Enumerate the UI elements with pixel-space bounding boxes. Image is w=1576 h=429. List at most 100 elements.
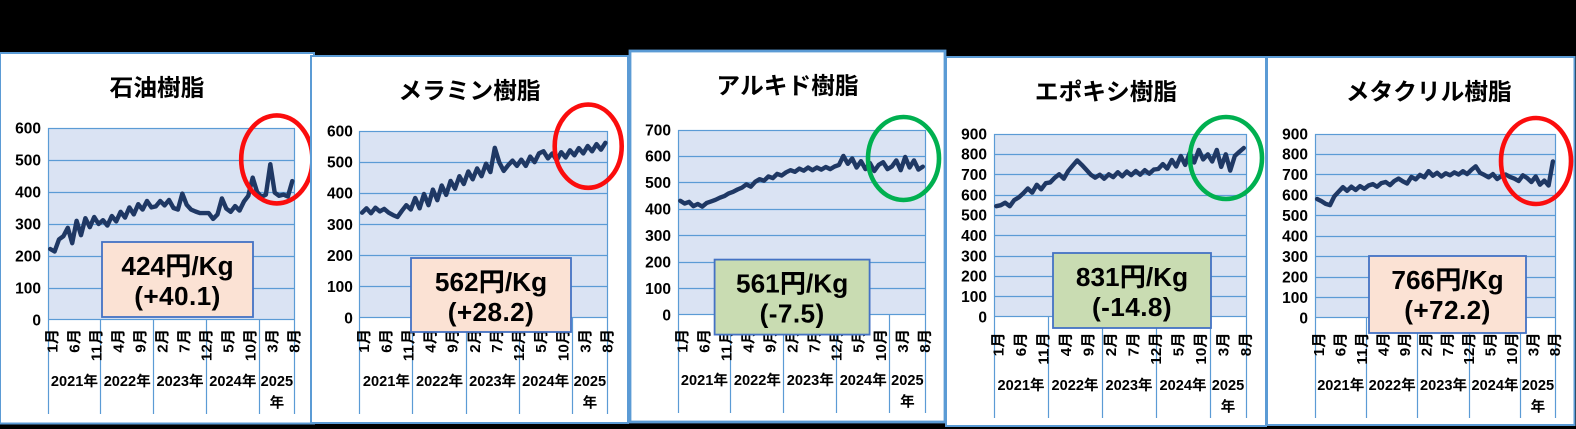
svg-text:2023: 2023 bbox=[469, 374, 501, 390]
svg-text:500: 500 bbox=[1282, 208, 1308, 225]
svg-text:2022: 2022 bbox=[1369, 378, 1401, 394]
svg-text:100: 100 bbox=[645, 281, 671, 298]
svg-text:600: 600 bbox=[327, 123, 353, 140]
svg-text:11: 11 bbox=[1035, 348, 1052, 365]
svg-text:12: 12 bbox=[1148, 348, 1165, 365]
svg-text:2024: 2024 bbox=[1160, 378, 1193, 394]
svg-text:200: 200 bbox=[961, 269, 987, 286]
svg-text:9: 9 bbox=[763, 344, 780, 352]
svg-text:9: 9 bbox=[1397, 348, 1414, 356]
svg-text:100: 100 bbox=[15, 280, 41, 297]
svg-text:5: 5 bbox=[851, 344, 868, 353]
svg-text:2025: 2025 bbox=[574, 374, 606, 390]
svg-text:(-14.8): (-14.8) bbox=[1092, 292, 1172, 322]
svg-text:2: 2 bbox=[154, 344, 171, 352]
svg-text:424: 424 bbox=[121, 251, 165, 281]
svg-text:11: 11 bbox=[1354, 348, 1371, 365]
svg-text:800: 800 bbox=[961, 147, 987, 164]
svg-text:0: 0 bbox=[32, 312, 41, 329]
svg-text:4: 4 bbox=[1376, 347, 1393, 356]
svg-text:9: 9 bbox=[1080, 348, 1097, 356]
svg-text:2022: 2022 bbox=[734, 373, 766, 389]
svg-text:2021: 2021 bbox=[998, 378, 1030, 394]
svg-text:2023: 2023 bbox=[1420, 378, 1452, 394]
svg-text:8: 8 bbox=[1238, 348, 1255, 356]
svg-text:400: 400 bbox=[961, 228, 987, 245]
svg-text:100: 100 bbox=[327, 279, 353, 296]
svg-text:2025: 2025 bbox=[261, 374, 293, 390]
svg-text:900: 900 bbox=[1282, 126, 1308, 143]
svg-text:0: 0 bbox=[978, 309, 987, 326]
svg-text:10: 10 bbox=[555, 344, 572, 361]
svg-text:200: 200 bbox=[327, 248, 353, 265]
svg-text:6: 6 bbox=[696, 344, 713, 352]
svg-text:4: 4 bbox=[110, 344, 127, 353]
svg-text:100: 100 bbox=[961, 289, 987, 306]
svg-text:12: 12 bbox=[1461, 348, 1478, 365]
svg-text:8: 8 bbox=[917, 344, 934, 352]
svg-text:0: 0 bbox=[1299, 310, 1308, 327]
svg-text:9: 9 bbox=[445, 344, 462, 352]
svg-text:400: 400 bbox=[645, 202, 671, 219]
svg-text:7: 7 bbox=[807, 344, 824, 352]
svg-text:200: 200 bbox=[15, 248, 41, 265]
svg-text:5: 5 bbox=[1170, 347, 1187, 356]
svg-text:7: 7 bbox=[489, 344, 506, 352]
svg-text:500: 500 bbox=[645, 175, 671, 192]
svg-text:2: 2 bbox=[1418, 348, 1435, 356]
svg-text:700: 700 bbox=[1282, 167, 1308, 184]
svg-text:/Kg: /Kg bbox=[1146, 262, 1188, 292]
svg-text:12: 12 bbox=[829, 344, 846, 361]
svg-text:9: 9 bbox=[132, 344, 149, 352]
svg-text:12: 12 bbox=[511, 344, 528, 361]
svg-text:8: 8 bbox=[1547, 348, 1564, 356]
svg-text:3: 3 bbox=[577, 344, 594, 352]
svg-text:5: 5 bbox=[1483, 347, 1500, 356]
svg-text:2: 2 bbox=[467, 344, 484, 352]
svg-text:2023: 2023 bbox=[787, 373, 819, 389]
svg-text:1: 1 bbox=[356, 344, 373, 353]
svg-text:800: 800 bbox=[1282, 147, 1308, 164]
svg-text:/Kg: /Kg bbox=[505, 267, 547, 297]
svg-text:4: 4 bbox=[740, 344, 757, 353]
svg-text:1: 1 bbox=[990, 347, 1007, 356]
svg-text:11: 11 bbox=[718, 344, 735, 361]
svg-text:400: 400 bbox=[15, 184, 41, 201]
svg-text:6: 6 bbox=[66, 344, 83, 352]
svg-text:3: 3 bbox=[264, 344, 281, 352]
svg-text:2024: 2024 bbox=[209, 374, 242, 390]
svg-text:831: 831 bbox=[1076, 262, 1120, 292]
svg-text:10: 10 bbox=[1504, 348, 1521, 365]
svg-text:300: 300 bbox=[645, 228, 671, 245]
svg-text:2024: 2024 bbox=[522, 374, 555, 390]
svg-text:2022: 2022 bbox=[1052, 378, 1084, 394]
svg-text:6: 6 bbox=[378, 344, 395, 352]
svg-text:(-7.5): (-7.5) bbox=[760, 299, 825, 329]
svg-text:7: 7 bbox=[176, 344, 193, 352]
svg-text:11: 11 bbox=[400, 344, 417, 361]
svg-text:(+72.2): (+72.2) bbox=[1404, 295, 1491, 325]
svg-text:2025: 2025 bbox=[1522, 378, 1554, 394]
svg-text:3: 3 bbox=[1526, 348, 1543, 356]
svg-text:6: 6 bbox=[1333, 348, 1350, 356]
svg-text:0: 0 bbox=[344, 310, 353, 327]
svg-text:2021: 2021 bbox=[1317, 378, 1349, 394]
svg-text:400: 400 bbox=[327, 186, 353, 203]
svg-text:2022: 2022 bbox=[416, 374, 448, 390]
svg-text:2023: 2023 bbox=[157, 374, 189, 390]
svg-text:(+28.2): (+28.2) bbox=[448, 297, 535, 327]
svg-text:300: 300 bbox=[15, 216, 41, 233]
svg-text:1: 1 bbox=[1311, 347, 1328, 356]
svg-text:500: 500 bbox=[961, 208, 987, 225]
svg-text:561: 561 bbox=[736, 269, 780, 299]
svg-text:2021: 2021 bbox=[363, 374, 395, 390]
svg-text:3: 3 bbox=[895, 344, 912, 352]
svg-text:/Kg: /Kg bbox=[191, 251, 233, 281]
svg-text:10: 10 bbox=[873, 344, 890, 361]
svg-text:700: 700 bbox=[961, 167, 987, 184]
svg-text:10: 10 bbox=[242, 344, 259, 361]
svg-text:200: 200 bbox=[645, 254, 671, 271]
svg-text:100: 100 bbox=[1282, 290, 1308, 307]
svg-text:0: 0 bbox=[662, 307, 671, 324]
svg-text:562: 562 bbox=[435, 267, 479, 297]
